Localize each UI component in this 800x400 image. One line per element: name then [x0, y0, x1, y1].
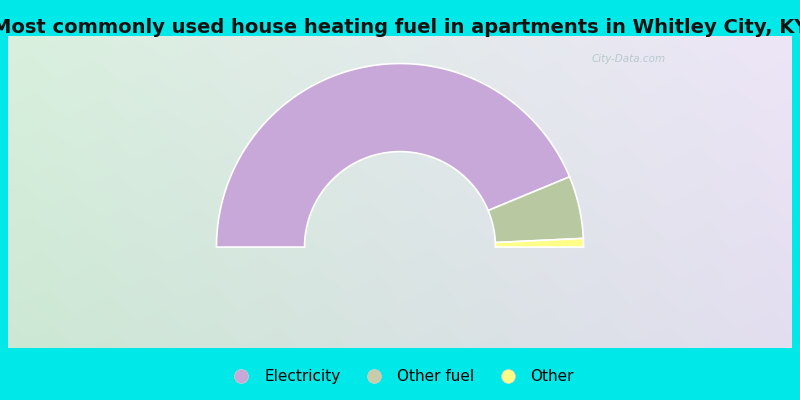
Legend: Electricity, Other fuel, Other: Electricity, Other fuel, Other: [220, 363, 580, 390]
Polygon shape: [217, 64, 570, 247]
Polygon shape: [488, 177, 583, 242]
Text: Most commonly used house heating fuel in apartments in Whitley City, KY: Most commonly used house heating fuel in…: [0, 18, 800, 37]
Polygon shape: [495, 238, 583, 247]
Text: City-Data.com: City-Data.com: [592, 54, 666, 64]
